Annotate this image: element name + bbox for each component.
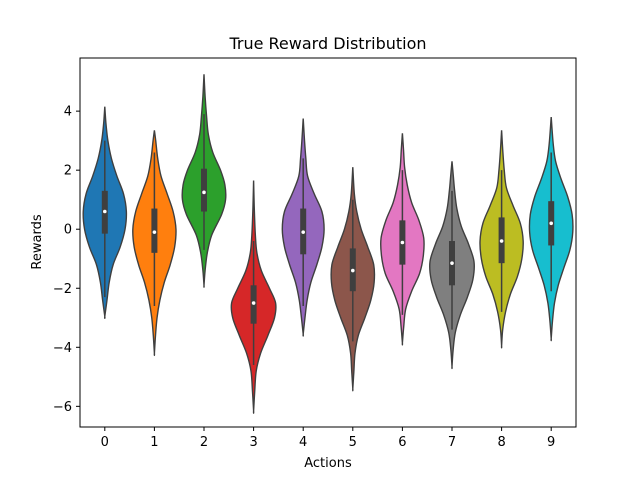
violin-median-0: [103, 209, 107, 214]
x-tick-label: 2: [200, 435, 208, 450]
violin-median-7: [450, 261, 454, 265]
x-tick-label: 5: [349, 435, 357, 450]
chart-title: True Reward Distribution: [228, 34, 426, 53]
y-tick-label: −2: [53, 282, 72, 297]
y-tick-label: 0: [64, 223, 72, 238]
violin-median-4: [301, 230, 306, 234]
x-tick-label: 4: [299, 435, 307, 450]
x-tick-label: 7: [448, 435, 456, 450]
x-axis: 0 1 2 3 4 5 6 7 8 9: [101, 427, 555, 450]
violin-median-9: [549, 221, 553, 226]
violin-median-3: [251, 301, 256, 305]
plot-frame: [79, 57, 577, 428]
x-axis-label: Actions: [304, 456, 352, 471]
violin-median-5: [351, 268, 355, 273]
y-axis-label: Rewards: [30, 214, 45, 269]
x-tick-label: 0: [101, 435, 109, 450]
violin-iqr-box-2: [201, 168, 207, 212]
y-tick-label: −4: [53, 341, 72, 356]
x-tick-label: 9: [547, 435, 555, 450]
x-tick-label: 6: [398, 435, 406, 450]
y-axis: −6 −4 −2 0 2 4: [53, 105, 80, 415]
violin-median-6: [400, 240, 405, 245]
violins-layer: [82, 74, 574, 414]
violin-median-1: [152, 230, 157, 234]
x-tick-label: 3: [249, 435, 257, 450]
y-tick-label: −6: [53, 400, 72, 415]
violin-median-8: [499, 239, 504, 243]
violin-median-2: [202, 190, 206, 195]
x-tick-label: 8: [497, 435, 505, 450]
x-tick-label: 1: [150, 435, 158, 450]
y-tick-label: 2: [64, 164, 72, 179]
y-tick-label: 4: [64, 105, 72, 120]
